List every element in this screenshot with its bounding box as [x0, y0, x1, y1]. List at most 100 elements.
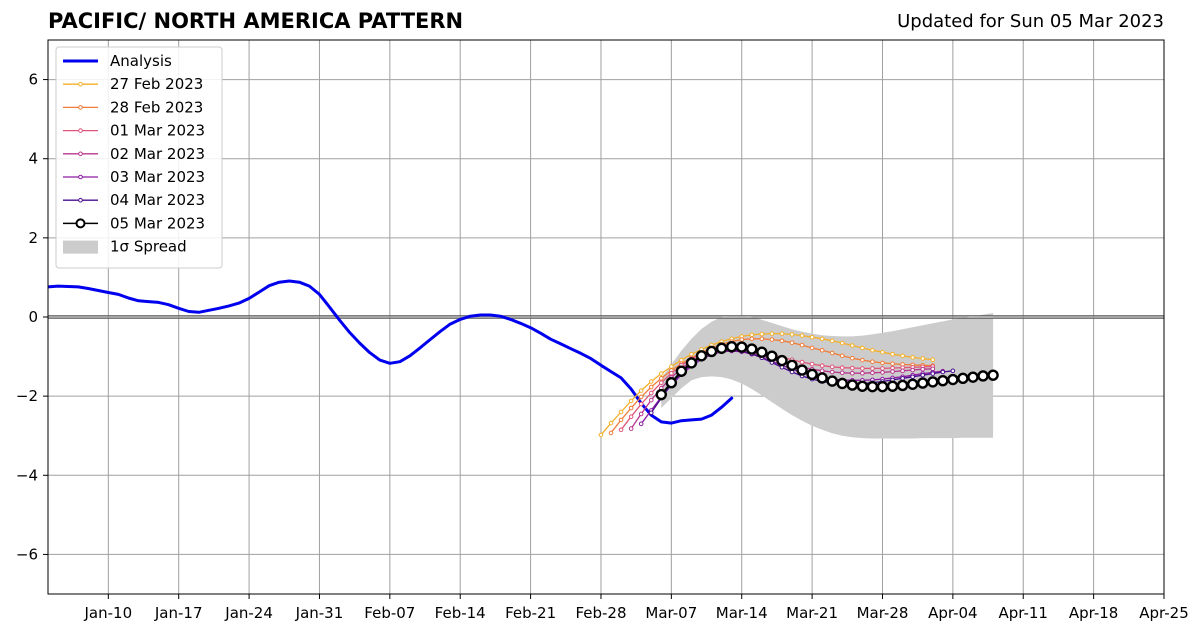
forecast-point — [759, 336, 765, 342]
forecast-point — [809, 345, 815, 351]
forecast-point — [839, 340, 845, 346]
forecast-point — [896, 379, 909, 392]
chart-subtitle: Updated for Sun 05 Mar 2023 — [897, 11, 1164, 32]
x-tick-label: Jan-24 — [224, 604, 273, 622]
forecast-point — [839, 370, 845, 376]
y-tick-label: −2 — [16, 387, 38, 405]
forecast-point — [789, 340, 795, 346]
forecast-point — [799, 333, 805, 338]
chart-title: PACIFIC/ NORTH AMERICA PATTERN — [48, 9, 464, 33]
legend-entry: 01 Mar 2023 — [63, 122, 205, 140]
y-tick-label: 4 — [28, 150, 38, 168]
forecast-point — [618, 427, 624, 433]
forecast-point — [669, 364, 674, 369]
forecast-point — [870, 370, 875, 376]
forecast-point — [860, 370, 865, 376]
forecast-point — [618, 409, 624, 415]
forecast-point — [638, 401, 644, 407]
forecast-point — [608, 430, 614, 436]
forecast-point — [987, 369, 999, 381]
forecast-point — [910, 367, 915, 373]
x-tick-label: Apr-18 — [1069, 604, 1119, 622]
analysis-line — [48, 279, 734, 425]
forecast-point — [695, 350, 708, 362]
legend-label: 01 Mar 2023 — [110, 122, 205, 140]
forecast-point — [967, 371, 979, 383]
forecast-point — [839, 365, 845, 370]
legend-entry: 1σ Spread — [63, 238, 187, 256]
forecast-point — [746, 343, 758, 355]
forecast-point — [829, 338, 835, 344]
forecast-point — [779, 331, 785, 336]
forecast-point — [608, 420, 614, 426]
forecast-line — [600, 332, 933, 436]
legend-marker — [78, 81, 83, 87]
legend-label: 04 Mar 2023 — [110, 191, 205, 209]
forecast-point — [669, 370, 674, 376]
forecast-point — [917, 377, 929, 389]
forecast-point — [920, 356, 926, 361]
legend-marker — [78, 174, 83, 180]
forecast-point — [816, 372, 828, 384]
forecast-point — [930, 371, 936, 376]
y-tick-label: −4 — [16, 466, 38, 484]
legend-entry: 04 Mar 2023 — [63, 191, 205, 209]
legend-marker — [78, 105, 83, 110]
forecast-point — [839, 353, 845, 359]
forecast-point — [850, 355, 855, 361]
forecast-point — [920, 366, 926, 372]
legend-entry: Analysis — [63, 52, 172, 70]
forecast-point — [648, 397, 654, 403]
forecast-series-05-mar-2023 — [655, 340, 999, 401]
forecast-point — [736, 341, 748, 353]
series-lines — [48, 279, 999, 438]
forecast-point — [628, 414, 634, 420]
forecast-point — [876, 380, 889, 393]
legend-label: Analysis — [110, 52, 172, 70]
legend-label: 28 Feb 2023 — [110, 98, 203, 116]
forecast-point — [860, 345, 865, 351]
legend-label: 1σ Spread — [110, 238, 187, 256]
legend-box — [55, 46, 223, 269]
forecast-point — [628, 426, 634, 431]
forecast-point — [655, 388, 667, 401]
forecast-point — [715, 342, 728, 354]
forecast-point — [648, 384, 654, 390]
forecast-point — [947, 373, 959, 386]
x-tick-label: Jan-10 — [84, 604, 133, 622]
forecast-point — [836, 377, 848, 390]
forecast-point — [890, 351, 895, 357]
x-tick-label: Apr-11 — [998, 604, 1048, 622]
x-axis: Jan-10 Jan-17 Jan-24 Jan-31 Feb-07 Feb-14 Feb-… — [84, 594, 1189, 622]
x-tick-label: Jan-17 — [154, 604, 203, 622]
forecast-point — [806, 368, 818, 381]
forecast-point — [910, 374, 915, 380]
forecast-point — [900, 368, 905, 374]
forecast-point — [890, 365, 895, 371]
forecast-point — [789, 332, 795, 337]
forecast-point — [880, 360, 885, 366]
forecast-point — [850, 365, 855, 371]
forecast-point — [866, 380, 879, 393]
legend-label: 27 Feb 2023 — [110, 75, 203, 93]
forecast-point — [846, 379, 859, 391]
legend-entry: 03 Mar 2023 — [63, 168, 205, 186]
forecast-point — [860, 366, 865, 371]
x-tick-label: Feb-21 — [505, 604, 556, 622]
x-tick-label: Apr-04 — [928, 604, 978, 622]
forecast-point — [829, 364, 835, 370]
zero-line — [48, 315, 1164, 319]
forecast-point — [870, 366, 875, 371]
forecast-point — [628, 398, 634, 404]
forecast-point — [809, 361, 815, 367]
forecast-point — [910, 355, 915, 360]
forecast-point — [759, 331, 765, 337]
forecast-point — [886, 380, 899, 392]
forecast-point — [648, 390, 654, 396]
forecast-point — [957, 372, 969, 385]
forecast-point — [870, 359, 875, 365]
forecast-point — [638, 411, 644, 417]
forecast-point — [860, 357, 865, 363]
forecast-point — [685, 357, 698, 369]
